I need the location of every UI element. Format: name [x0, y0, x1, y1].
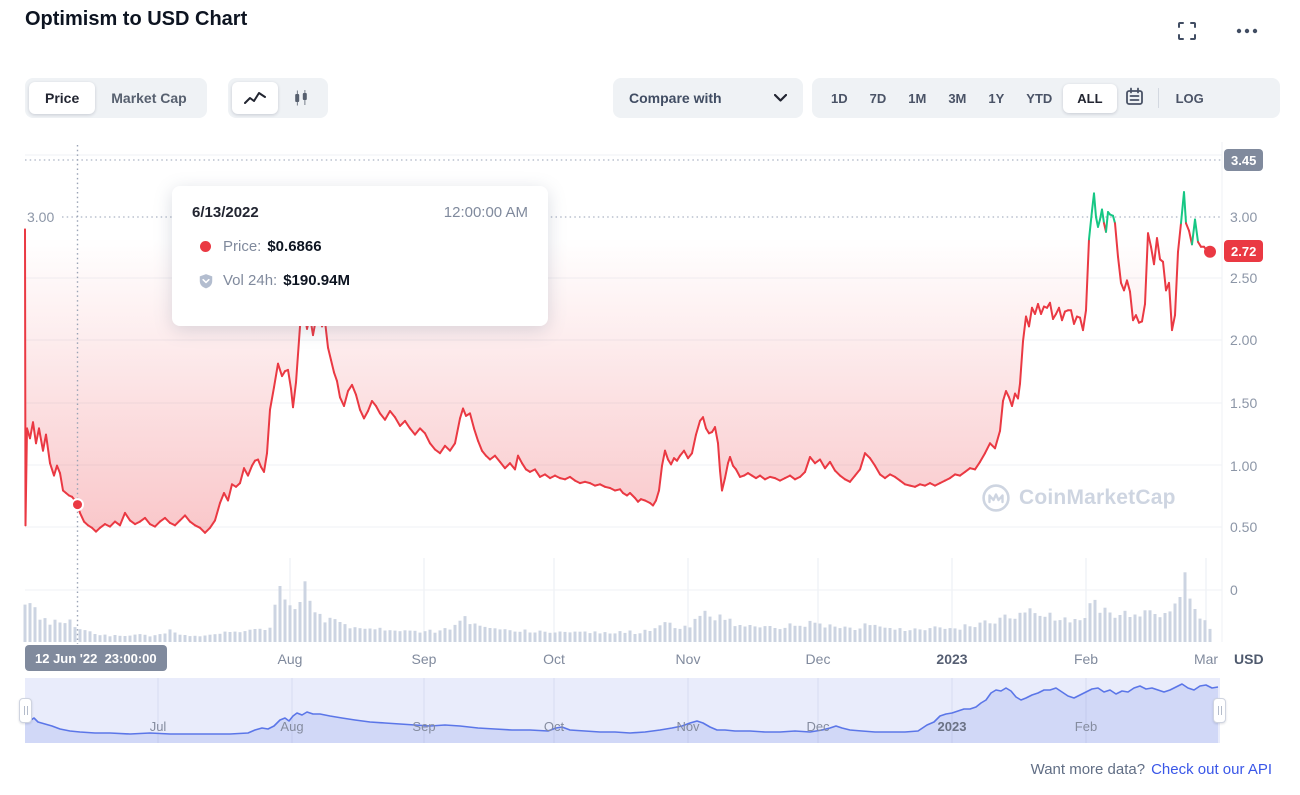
x-tick-2023: 2023 [936, 651, 968, 667]
y-axis-unit-label: USD [1234, 651, 1264, 667]
range-1y[interactable]: 1Y [988, 90, 1005, 106]
compare-with-dropdown[interactable]: Compare with [613, 78, 803, 118]
y-tick-1.00: 1.00 [1230, 458, 1258, 474]
range-3m[interactable]: 3M [948, 90, 967, 106]
log-scale-button[interactable]: LOG [1175, 90, 1204, 106]
api-promo: Want more data? Check out our API [1031, 761, 1272, 778]
navigator-tick-Feb: Feb [1074, 719, 1098, 734]
tooltip-date: 6/13/2022 [192, 204, 259, 221]
tooltip-vol-label: Vol 24h: [223, 272, 278, 289]
fullscreen-icon [1178, 22, 1196, 40]
x-tick-Mar: Mar [1193, 651, 1219, 667]
navigator-tick-Dec: Dec [806, 719, 830, 734]
chart-type-toggle-group [228, 78, 328, 118]
all-time-high-badge: 3.45 [1224, 149, 1264, 171]
date-range-group: 1D 7D 1M 3M 1Y YTD ALL LOG [812, 78, 1280, 118]
tooltip-price-label: Price: [223, 238, 262, 255]
calendar-icon [1125, 87, 1143, 105]
price-series-dot-icon [200, 241, 211, 252]
x-tick-Dec: Dec [805, 651, 831, 667]
chart-tooltip: 6/13/2022 12:00:00 AM Price: $0.6866 Vol… [172, 186, 548, 326]
navigator-tick-Nov: Nov [676, 719, 700, 734]
current-price-badge: 2.72 [1224, 240, 1264, 262]
y-tick-2.50: 2.50 [1230, 270, 1258, 286]
compare-with-label: Compare with [629, 90, 722, 106]
y-tick-3.00: 3.00 [1230, 209, 1258, 225]
volume-shield-icon [199, 273, 213, 288]
candlestick-icon [295, 90, 307, 106]
navigator-tick-Aug: Aug [280, 719, 304, 734]
watermark-text: CoinMarketCap [1019, 486, 1176, 509]
tooltip-time: 12:00:00 AM [443, 204, 528, 221]
tab-price[interactable]: Price [29, 82, 96, 114]
chart-type-line-button[interactable] [232, 82, 278, 114]
range-7d[interactable]: 7D [869, 90, 887, 106]
range-1d[interactable]: 1D [831, 90, 848, 106]
page-title: Optimism to USD Chart [25, 8, 248, 30]
line-chart-icon [244, 92, 266, 104]
y-tick-0: 0 [1230, 582, 1238, 598]
calendar-button[interactable] [1117, 82, 1152, 114]
toolbar-divider [1157, 88, 1159, 108]
x-tick-Oct: Oct [543, 651, 565, 667]
x-tick-Aug: Aug [277, 651, 303, 667]
x-tick-Sep: Sep [411, 651, 437, 667]
fullscreen-button[interactable] [1174, 18, 1200, 44]
chart-type-candlestick-button[interactable] [278, 82, 324, 114]
ellipsis-icon [1236, 28, 1258, 34]
tooltip-vol-value: $190.94M [283, 272, 350, 289]
x-tick-Nov: Nov [675, 651, 701, 667]
more-options-button[interactable] [1234, 18, 1260, 44]
navigator-tick-Sep: Sep [412, 719, 436, 734]
api-promo-text: Want more data? [1030, 761, 1146, 778]
navigator-left-handle[interactable] [19, 698, 32, 723]
coinmarketcap-watermark: CoinMarketCap [982, 484, 1176, 512]
navigator-tick-Oct: Oct [543, 719, 565, 734]
navigator-tick-Jul: Jul [149, 719, 167, 734]
chevron-down-icon [774, 94, 787, 102]
x-tick-Feb: Feb [1073, 651, 1099, 667]
crosshair-date-badge: 12 Jun '22 23:00:00 [25, 645, 167, 671]
tab-market-cap[interactable]: Market Cap [111, 90, 187, 106]
y-tick-0.50: 0.50 [1230, 519, 1258, 535]
range-1m[interactable]: 1M [908, 90, 927, 106]
y-tick-1.50: 1.50 [1230, 395, 1258, 411]
metric-toggle-group: Price Market Cap [25, 78, 207, 118]
tooltip-price-value: $0.6866 [267, 238, 322, 255]
y-tick-2.00: 2.00 [1230, 332, 1258, 348]
coinmarketcap-logo-icon [982, 484, 1010, 512]
range-ytd[interactable]: YTD [1026, 90, 1053, 106]
navigator-right-handle[interactable] [1213, 698, 1226, 723]
y-axis-left-label: 3.00 [27, 209, 55, 225]
navigator-tick-2023: 2023 [937, 719, 967, 734]
api-link[interactable]: Check out our API [1151, 761, 1272, 778]
range-all[interactable]: ALL [1063, 83, 1117, 113]
